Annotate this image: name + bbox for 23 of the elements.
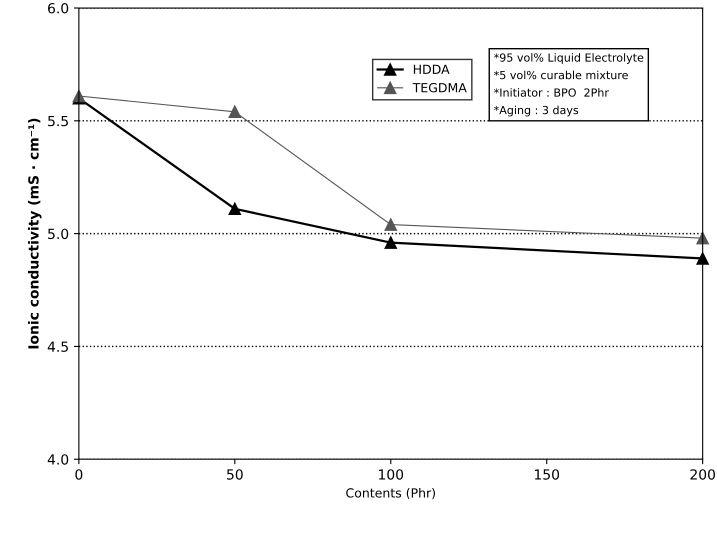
y-axis-title: Ionic conductivity (mS · cm⁻¹) — [28, 118, 42, 348]
x-tick-label: 200 — [690, 469, 715, 480]
legend-label: HDDA — [414, 64, 450, 74]
x-tick-label: 100 — [379, 469, 404, 480]
x-tick-label: 50 — [227, 469, 243, 480]
y-tick-label: 6.0 — [48, 2, 68, 14]
y-tick-label: 4.5 — [48, 342, 68, 352]
annotation: *Aging : 3 days — [494, 106, 578, 116]
annotation: *5 vol% curable mixture — [494, 70, 628, 80]
point — [384, 236, 398, 249]
x-axis-title: Contents (Phr) — [346, 488, 435, 500]
y-tick-label: 5.0 — [48, 228, 68, 240]
point — [228, 202, 242, 216]
point — [228, 106, 242, 118]
point — [696, 232, 709, 244]
x-tick-label: 150 — [534, 469, 560, 480]
annotation: *Initiator : BPO 2Phr — [494, 88, 609, 97]
legend-label: TEGDMA — [412, 82, 467, 92]
y-tick-label: 4.0 — [48, 454, 68, 465]
point — [384, 218, 398, 231]
y-tick-label: 5.5 — [48, 116, 68, 126]
annotation: *95 vol% Liquid Electrolyte — [494, 53, 644, 64]
x-tick-label: 0 — [75, 469, 82, 480]
